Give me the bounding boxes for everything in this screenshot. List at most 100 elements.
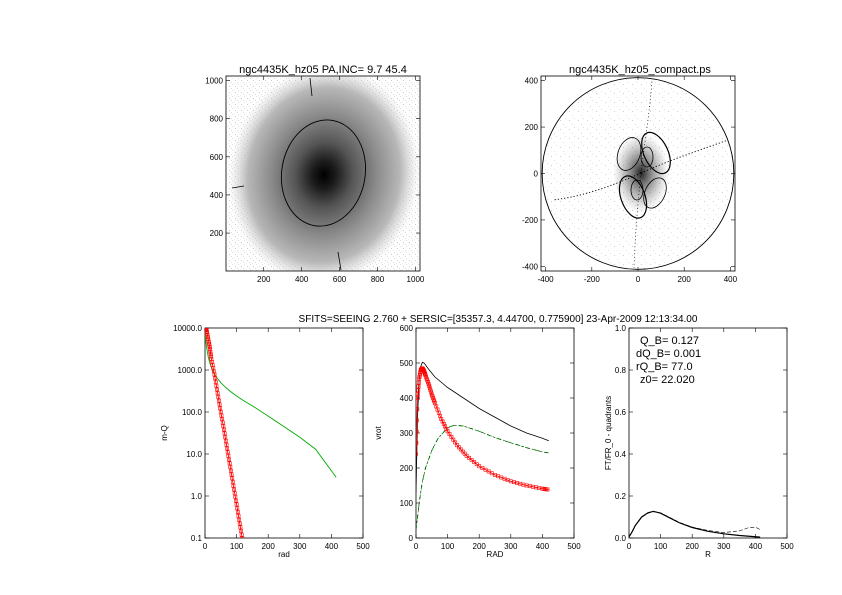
- vrot-bulge-series-marker: [429, 390, 434, 395]
- profile-red-series-marker: [225, 450, 230, 455]
- profile-red-series-marker: [213, 376, 218, 381]
- image-xtick-label: 800: [371, 275, 385, 284]
- rotation-xtick-label: 300: [504, 542, 518, 551]
- vrot-bulge-series-marker: [426, 382, 431, 386]
- ratio-ytick-label: 0.6: [615, 408, 627, 417]
- galaxy-image-frame: [225, 75, 421, 272]
- lower-right-lobe: [643, 177, 667, 209]
- z0-annotation: z0= 22.020: [640, 374, 695, 386]
- profile-red-series-marker: [227, 461, 232, 466]
- ratio-xtick-label: 0: [627, 542, 632, 551]
- profile-red-series-marker: [222, 427, 226, 432]
- vrot-bulge-series-marker: [416, 407, 420, 412]
- profile-red-series-marker: [237, 521, 242, 526]
- profile-ytick-label: 10000.0: [173, 324, 202, 333]
- rotation-ytick-label: 200: [400, 464, 414, 473]
- vrot-bulge-series-marker: [545, 487, 550, 492]
- profile-red-series-marker: [218, 406, 223, 411]
- profile-red-series-marker: [231, 483, 236, 488]
- image-xtick-label: 400: [295, 275, 309, 284]
- vrot-disk-overlay: [416, 425, 549, 530]
- profile-red-series-marker: [240, 536, 245, 538]
- rotation-ytick-label: 500: [400, 359, 414, 368]
- profile-red-series-marker: [222, 431, 227, 436]
- profile-red-series-marker: [225, 446, 230, 451]
- rotation-ytick-label: 400: [400, 394, 414, 403]
- ratio-xtick-label: 100: [654, 542, 668, 551]
- profile-red-series-marker: [217, 398, 221, 403]
- vrot-bulge-series-marker: [441, 421, 446, 426]
- dotted-arm-bottom: [633, 172, 642, 269]
- ratio-mean-series: [629, 510, 761, 538]
- rotation-xtick-label: 500: [567, 542, 581, 551]
- image-xtick-label: 600: [333, 275, 347, 284]
- profile-red-series-marker: [212, 372, 217, 377]
- profile-red-series-marker: [207, 345, 212, 350]
- rotation-xtick-label: 200: [473, 542, 487, 551]
- compact-ytick-label: 0: [534, 170, 539, 179]
- image-ytick-label: 400: [210, 191, 224, 200]
- profile-frame: [204, 327, 364, 539]
- profile-red-series-marker: [224, 442, 229, 447]
- compact-xtick-label: 200: [678, 275, 692, 284]
- pa-line-bottom: [337, 251, 342, 271]
- figure-suptitle: SFITS=SEEING 2.760 + SERSIC=[35357.3, 4.…: [299, 314, 698, 325]
- ratio-ytick-label: 0.0: [615, 534, 627, 543]
- upper-right-lobe: [641, 131, 671, 175]
- profile-red-series-marker: [235, 510, 240, 515]
- vrot-bulge-series-marker: [472, 460, 477, 464]
- rotation-xtick-label: 0: [414, 542, 419, 551]
- rotation-ytick-label: 300: [400, 429, 414, 438]
- dotted-arm-right: [640, 139, 729, 174]
- image-ytick-label: 200: [210, 229, 224, 238]
- compact-xtick-label: 0: [636, 275, 641, 284]
- profile-red-series-marker: [228, 465, 233, 469]
- inclination-ellipse: [280, 119, 367, 227]
- vrot-bulge-series-marker: [416, 380, 421, 385]
- vrot-bulge-series-marker: [416, 384, 421, 389]
- vrot-bulge-series-marker: [440, 419, 445, 424]
- ratio-xtick-label: 400: [749, 542, 763, 551]
- vrot-bulge-series-marker: [474, 462, 479, 467]
- vrot-bulge-series-marker: [416, 418, 419, 423]
- compact-ytick-label: 200: [525, 123, 539, 132]
- galaxy-light: [228, 76, 420, 271]
- profile-red-series-marker: [233, 495, 238, 499]
- profile-red-series-marker: [208, 352, 213, 357]
- profile-red-series-marker: [215, 387, 219, 392]
- compact-title: ngc4435K_hz05_compact.ps: [569, 64, 711, 76]
- ratio-ytick-label: 1.0: [615, 324, 627, 333]
- profile-ytick-label: 1000.0: [178, 366, 203, 375]
- profile-red-series-marker: [234, 498, 238, 503]
- vrot-bulge-series-marker: [443, 424, 447, 429]
- profile-xtick-label: 400: [325, 542, 339, 551]
- profile-red-series-marker: [232, 487, 236, 492]
- ratio-xtick-label: 500: [780, 542, 794, 551]
- profile-red-series-marker: [220, 417, 224, 421]
- ratio-frame: [628, 327, 788, 539]
- image-ytick-label: 600: [210, 153, 224, 162]
- vrot-bulge-series-marker: [428, 386, 432, 391]
- profile-red-series-marker: [205, 328, 208, 332]
- profile-red-series-marker: [217, 402, 222, 407]
- rotation-ylabel: vrot: [374, 426, 383, 440]
- compact-xtick-label: 400: [724, 275, 738, 284]
- compact-xtick-label: -200: [584, 275, 601, 284]
- profile-red-series-marker: [237, 517, 242, 522]
- profile-ylabel: m-Q: [160, 425, 169, 441]
- qb-annotation: Q_B= 0.127: [640, 335, 699, 347]
- ratio-ytick-label: 0.8: [615, 366, 627, 375]
- vrot-bulge-series-marker: [469, 458, 474, 462]
- image-ytick-label: 800: [210, 115, 224, 124]
- profile-red-series-marker: [223, 435, 228, 440]
- profile-xtick-label: 200: [262, 542, 276, 551]
- profile-red-series-marker: [239, 529, 243, 533]
- vrot-bulge-series: [416, 367, 549, 491]
- compact-xtick-label: -400: [538, 275, 555, 284]
- rotation-xtick-label: 400: [536, 542, 550, 551]
- vrot-bulge-series-marker: [427, 384, 432, 389]
- profile-red-series-marker: [223, 439, 228, 443]
- vrot-bulge-series-marker: [416, 388, 421, 393]
- pa-line-top: [309, 77, 313, 97]
- ratio-xlabel: R: [705, 550, 711, 559]
